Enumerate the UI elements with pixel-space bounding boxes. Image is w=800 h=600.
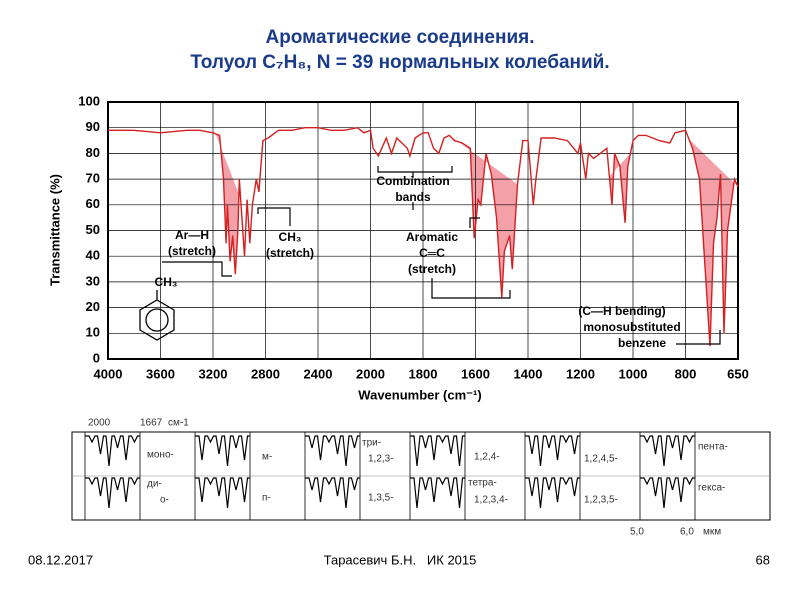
pattern-label: три- — [362, 438, 381, 449]
y-tick-label: 70 — [86, 171, 100, 186]
slide-title: Ароматические соединения. — [265, 27, 534, 48]
pattern-label: ди- — [147, 479, 162, 490]
annotation: CH₃ — [279, 230, 302, 244]
x-tick-label: 4000 — [94, 366, 123, 381]
slide-subtitle: Толуол C₇H₈, N = 39 нормальных колебаний… — [190, 52, 609, 73]
pattern-curve — [85, 435, 140, 467]
x-tick-label: 2000 — [356, 366, 385, 381]
annotation: CH₃ — [155, 275, 178, 289]
y-tick-label: 50 — [86, 222, 100, 237]
pattern-curve — [410, 477, 465, 509]
x-tick-label: 1400 — [514, 366, 543, 381]
pattern-scale-label: мкм — [703, 527, 721, 538]
benzene-ring — [139, 290, 175, 341]
spectrum-line — [108, 126, 739, 347]
annotation: (C—H bending) — [578, 304, 665, 318]
y-tick-label: 90 — [86, 119, 100, 134]
y-tick-label: 10 — [86, 325, 100, 340]
pattern-label: 1,2,3,5- — [584, 495, 618, 506]
pattern-curve — [305, 477, 360, 509]
pattern-label: 1,2,3- — [368, 454, 394, 465]
pattern-scale-label: см-1 — [168, 418, 189, 429]
x-tick-label: 1000 — [619, 366, 648, 381]
leader-bending — [676, 330, 721, 345]
pattern-scale-label: 1667 — [140, 418, 163, 429]
annotation: C═C — [419, 246, 445, 260]
pattern-label: тетра- — [468, 478, 497, 489]
leader-aromatic-top — [469, 217, 480, 228]
y-tick-label: 60 — [86, 196, 100, 211]
pattern-curve — [640, 435, 695, 467]
shaded-region — [215, 133, 241, 275]
pattern-curve — [305, 435, 360, 467]
leader-aromatic — [431, 278, 511, 299]
x-tick-label: 1200 — [566, 366, 595, 381]
ring-hexagon — [139, 299, 175, 341]
pattern-curve — [85, 477, 140, 509]
pattern-curve — [410, 435, 465, 467]
pattern-curve — [640, 477, 695, 509]
annotation: Aromatic — [406, 230, 458, 244]
annotation: (stretch) — [266, 246, 314, 260]
y-tick-label: 0 — [93, 350, 100, 365]
shaded-region — [609, 153, 631, 223]
annotation-leaders — [162, 166, 721, 345]
plot-frame — [107, 101, 739, 360]
ir-spectrum-chart: 0 10 20 30 40 50 60 70 80 90 100 4000 3600 3200 2800 24… — [47, 93, 748, 402]
y-axis-label: Transmittance (%) — [47, 174, 62, 286]
x-tick-label: 1600 — [461, 366, 490, 381]
pattern-curve — [525, 477, 580, 509]
pattern-scale-label: 5,0 — [630, 527, 644, 538]
y-tick-label: 20 — [86, 299, 100, 314]
pattern-label: пента- — [698, 442, 728, 453]
pattern-curve — [525, 435, 580, 467]
shaded-region — [449, 135, 518, 298]
pattern-label: 1,2,4,5- — [584, 454, 618, 465]
x-tick-label: 2800 — [251, 366, 280, 381]
pattern-label: 1,3,5- — [368, 493, 394, 504]
pattern-label: моно- — [147, 450, 174, 461]
annotation: benzene — [618, 336, 666, 350]
y-tick-label: 100 — [78, 93, 100, 108]
x-tick-label: 650 — [727, 366, 749, 381]
pattern-label: о- — [160, 495, 169, 506]
footer-date: 08.12.2017 — [28, 552, 93, 567]
pattern-scale-label: 2000 — [88, 418, 111, 429]
x-tick-label: 2400 — [304, 366, 333, 381]
pattern-label: п- — [262, 493, 271, 504]
leader-ch3 — [257, 207, 291, 226]
y-tick-label: 30 — [86, 273, 100, 288]
ring-circle — [145, 308, 169, 332]
pattern-curve — [195, 435, 250, 467]
annotation: monosubstituted — [583, 320, 680, 334]
footer-page: 68 — [756, 552, 770, 567]
leader-ar-h — [162, 261, 232, 277]
x-tick-label: 3600 — [146, 366, 175, 381]
pattern-scale-label: 6,0 — [680, 527, 694, 538]
substitution-patterns: 2000 1667 см-1 5,0 6,0 мкм моно-м-три- 1,2,3- 1,… — [71, 418, 771, 538]
pattern-label: м- — [262, 452, 272, 463]
footer-author: Тарасевич Б.Н. ИК 2015 — [324, 552, 477, 567]
leader-combination — [377, 166, 453, 173]
y-tick-label: 80 — [86, 145, 100, 160]
annotation: bands — [395, 190, 431, 204]
x-tick-label: 1800 — [409, 366, 438, 381]
pattern-label: 1,2,4- — [474, 452, 500, 463]
annotation: Ar—H — [175, 228, 209, 242]
annotation: Combination — [376, 174, 449, 188]
annotation: (stretch) — [408, 262, 456, 276]
pattern-curve — [195, 477, 250, 509]
y-tick-label: 40 — [86, 248, 100, 263]
pattern-label: гекса- — [698, 483, 725, 494]
x-tick-label: 800 — [675, 366, 697, 381]
x-tick-label: 3200 — [199, 366, 228, 381]
annotation: (stretch) — [168, 244, 216, 258]
x-axis-label: Wavenumber (cm⁻¹) — [358, 387, 481, 402]
pattern-label: 1,2,3,4- — [474, 495, 508, 506]
